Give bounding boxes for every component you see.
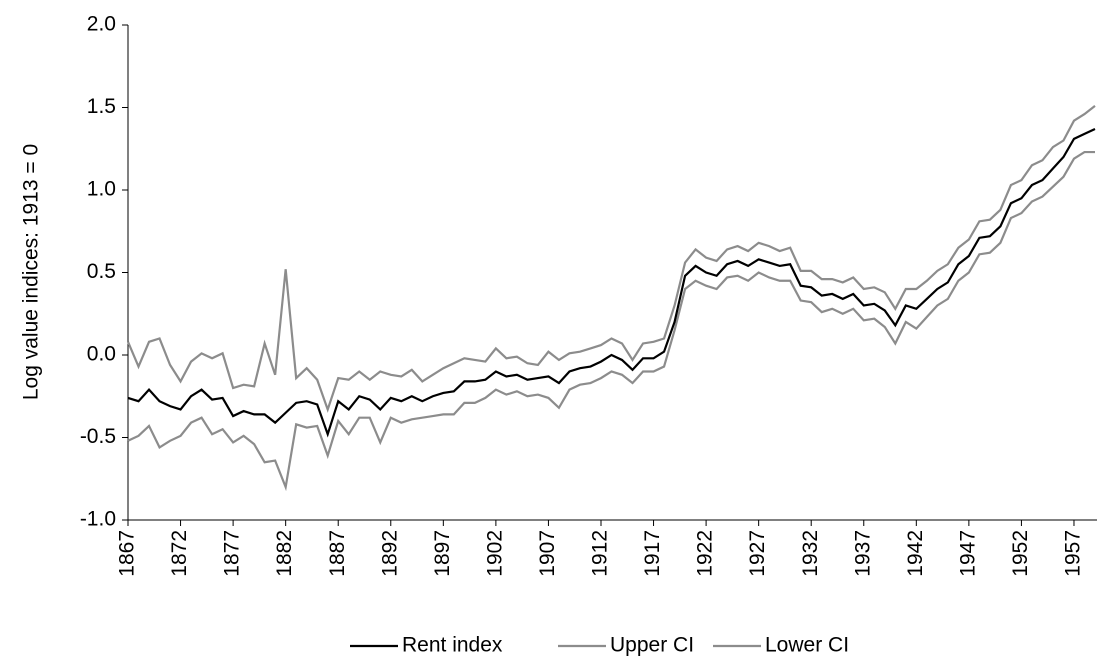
x-tick-label: 1892 <box>378 530 401 577</box>
x-tick-label: 1922 <box>694 530 717 577</box>
series-line <box>127 150 1095 492</box>
x-tick-label: 1957 <box>1062 530 1085 577</box>
x-tick-label: 1907 <box>536 530 559 577</box>
series-line <box>126 104 1096 413</box>
series-line <box>127 127 1096 438</box>
legend-label: Lower CI <box>765 634 849 657</box>
x-tick-label: 1867 <box>116 530 139 577</box>
y-tick-label: 1.5 <box>87 95 116 118</box>
x-tick-label: 1927 <box>746 530 769 577</box>
x-tick-label: 1917 <box>641 530 664 577</box>
x-tick-label: 1902 <box>483 530 506 577</box>
x-tick-label: 1882 <box>273 530 296 577</box>
y-tick-label: 1.0 <box>87 178 116 201</box>
x-tick-label: 1942 <box>904 530 927 577</box>
y-tick-label: 0.0 <box>87 343 116 366</box>
y-tick-label: 2.0 <box>87 13 116 36</box>
x-tick-label: 1887 <box>326 530 349 577</box>
x-tick-label: 1897 <box>431 530 454 577</box>
x-tick-label: 1877 <box>221 530 244 577</box>
y-tick-label: -0.5 <box>80 425 116 448</box>
legend-label: Upper CI <box>610 634 694 657</box>
y-tick-label: 0.5 <box>87 260 116 283</box>
x-tick-label: 1952 <box>1009 530 1032 577</box>
y-axis-label: Log value indices: 1913 = 0 <box>20 144 43 400</box>
x-tick-label: 1872 <box>168 530 191 577</box>
legend-label: Rent index <box>402 634 503 657</box>
x-tick-label: 1937 <box>851 530 874 577</box>
x-tick-label: 1947 <box>956 530 979 577</box>
x-tick-label: 1932 <box>799 530 822 577</box>
x-tick-label: 1912 <box>589 530 612 577</box>
y-tick-label: -1.0 <box>80 508 116 531</box>
